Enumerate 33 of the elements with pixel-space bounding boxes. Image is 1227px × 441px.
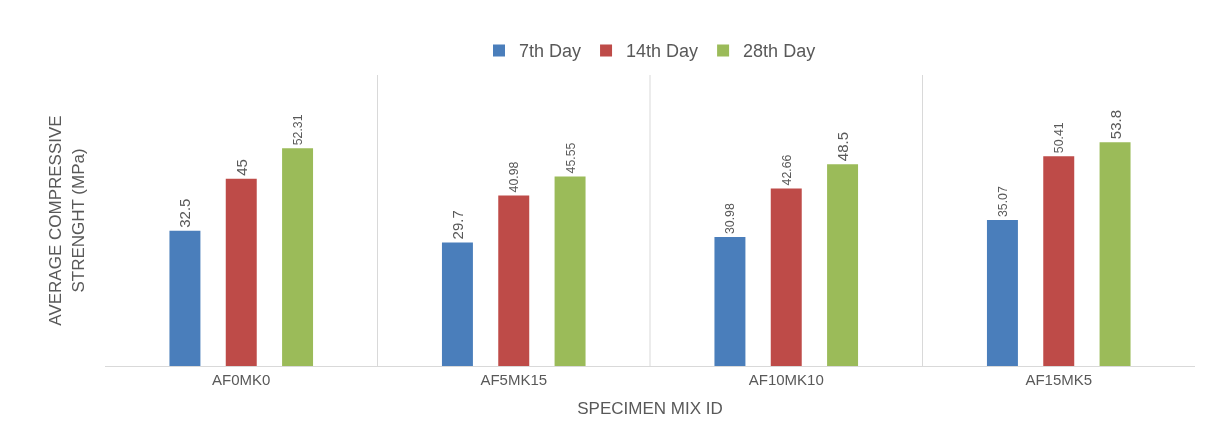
bar <box>441 242 473 366</box>
data-label: 50.41 <box>1052 122 1067 154</box>
legend-label: 7th Day <box>519 41 582 62</box>
bar <box>770 188 802 366</box>
x-tick-label: AF0MK0 <box>212 371 271 388</box>
x-tick-label: AF10MK10 <box>748 371 824 388</box>
data-label: 40.98 <box>507 161 522 193</box>
bar <box>1099 142 1131 366</box>
legend-label: 28th Day <box>743 41 816 62</box>
data-label: 45.55 <box>563 142 578 174</box>
data-label: 52.31 <box>291 114 306 146</box>
y-axis-title: AVERAGE COMPRESSIVE STRENGHT (MPa) <box>46 115 88 326</box>
bar <box>827 164 859 366</box>
bar <box>225 178 257 366</box>
bar <box>986 220 1018 366</box>
data-label: 48.5 <box>834 132 852 162</box>
legend-label: 14th Day <box>626 41 699 62</box>
bar <box>169 230 201 366</box>
x-tick-label: AF15MK5 <box>1025 371 1093 388</box>
x-tick-label: AF5MK15 <box>480 371 548 388</box>
bar <box>282 148 314 366</box>
data-label: 53.8 <box>1106 109 1124 140</box>
x-axis-title: SPECIMEN MIX ID <box>577 399 723 419</box>
data-label: 29.7 <box>448 210 466 240</box>
data-label: 30.98 <box>723 203 738 235</box>
data-label: 42.66 <box>779 154 794 186</box>
bar <box>498 195 530 366</box>
bar <box>554 176 586 366</box>
bar <box>714 237 746 366</box>
data-label: 32.5 <box>176 198 194 228</box>
data-label: 45 <box>232 159 250 176</box>
data-label: 35.07 <box>995 186 1010 218</box>
bar <box>1043 156 1075 366</box>
